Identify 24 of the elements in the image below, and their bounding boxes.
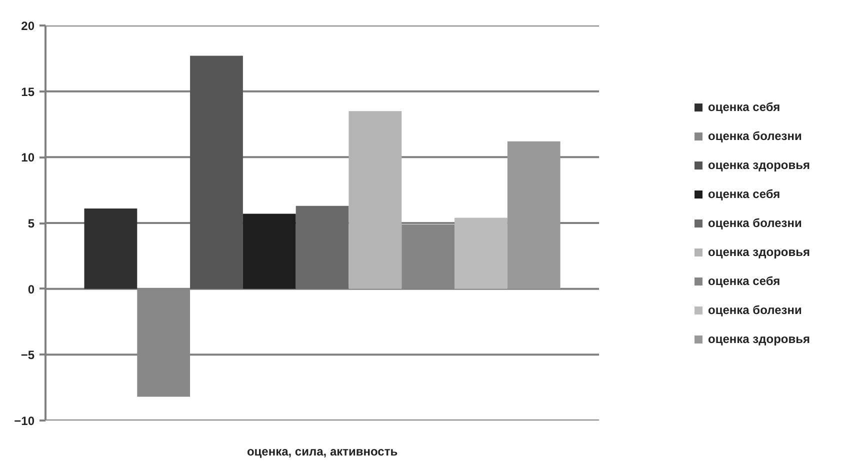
legend-label: оценка болезни: [708, 302, 802, 316]
x-tick-label: оценка, сила, активность: [246, 444, 398, 458]
bar: [507, 141, 560, 289]
legend-label: оценка здоровья: [708, 244, 810, 258]
legend-label: оценка болезни: [708, 128, 802, 142]
y-tick-label: 0: [28, 282, 35, 296]
legend-label: оценка себя: [708, 274, 780, 288]
bar: [454, 218, 508, 289]
legend-label: оценка здоровья: [708, 158, 810, 172]
legend-label: оценка себя: [708, 186, 780, 200]
bar: [348, 111, 402, 289]
bar: [84, 208, 138, 289]
y-tick-label: −10: [14, 414, 35, 428]
y-tick-label: −5: [20, 348, 35, 362]
bar: [296, 206, 349, 289]
y-tick-label: 10: [21, 150, 35, 165]
bar: [190, 56, 243, 289]
legend-label: оценка себя: [708, 100, 780, 114]
y-tick-label: 15: [21, 84, 35, 99]
y-tick-label: 20: [21, 19, 35, 33]
bar: [242, 214, 296, 289]
legend-label: оценка здоровья: [708, 332, 810, 346]
y-tick-label: 5: [28, 216, 35, 230]
legend-label: оценка болезни: [708, 216, 802, 230]
